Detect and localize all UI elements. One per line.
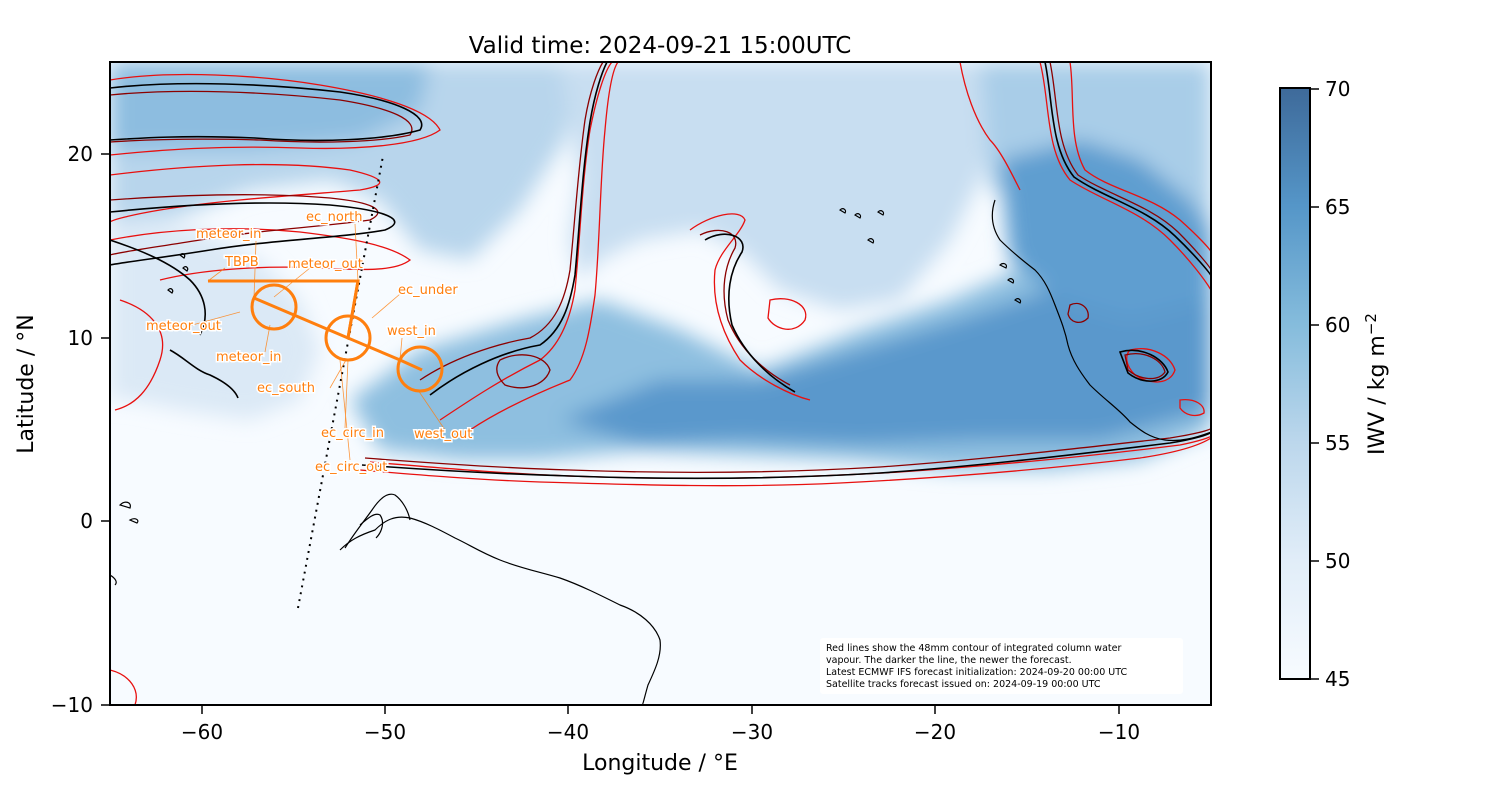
y-tick-label: 20 — [68, 142, 93, 166]
iwv-contours — [110, 62, 1211, 705]
flight-circle-meteor — [250, 283, 298, 331]
note-line: Red lines show the 48mm contour of integ… — [826, 643, 1121, 654]
flight-label: ec_circ_in — [321, 426, 384, 441]
map-title: Valid time: 2024-09-21 15:00UTC — [469, 33, 852, 59]
flight-label: west_out — [414, 427, 472, 442]
y-tick-label: 10 — [68, 326, 93, 350]
flight-labels: ec_north meteor_in TBPB meteor_out ec_un… — [145, 209, 474, 477]
flight-circle-west — [396, 345, 444, 393]
flight-label: west_in — [387, 324, 436, 339]
label-leaders — [184, 223, 446, 461]
flight-label: TBPB — [224, 255, 259, 270]
flight-label: ec_north — [306, 210, 363, 225]
x-tick-label: −10 — [1098, 720, 1140, 744]
colorbar-tick-label: 50 — [1325, 549, 1350, 573]
flight-track — [208, 279, 444, 393]
y-tick-label: −10 — [51, 693, 93, 717]
x-axis-label: Longitude / °E — [582, 751, 738, 776]
colorbar-label-superscript: −2 — [1362, 313, 1380, 335]
coastlines — [110, 199, 1211, 705]
x-tick-label: −40 — [547, 720, 589, 744]
x-tick-label: −30 — [731, 720, 773, 744]
colorbar-tick-label: 45 — [1325, 667, 1350, 691]
colorbar-gradient — [1279, 87, 1311, 680]
colorbar-tick-label: 55 — [1325, 431, 1350, 455]
map-frame — [109, 61, 1212, 706]
flight-label: meteor_in — [196, 227, 261, 242]
colorbar-tick-label: 70 — [1325, 77, 1350, 101]
flight-label: ec_south — [257, 381, 315, 396]
flight-label: ec_circ_out — [315, 460, 387, 475]
colorbar-label: IWV / kg m−2 — [1362, 313, 1390, 455]
colorbar-label-text: IWV / kg m — [1365, 335, 1390, 455]
flight-label: ec_under — [398, 283, 458, 298]
note-line: Satellite tracks forecast issued on: 202… — [826, 679, 1101, 690]
y-axis-label: Latitude / °N — [14, 314, 39, 453]
y-tick-labels: 20 10 0 −10 — [51, 142, 93, 717]
note-line: Latest ECMWF IFS forecast initialization… — [826, 667, 1127, 678]
flight-label: meteor_in — [216, 350, 281, 365]
x-tick-label: −20 — [914, 720, 956, 744]
x-tick-labels: −60 −50 −40 −30 −20 −10 — [181, 720, 1140, 744]
x-axis — [201, 705, 1120, 714]
y-axis — [101, 153, 110, 706]
colorbar-tick-label: 60 — [1325, 313, 1350, 337]
x-tick-label: −50 — [364, 720, 406, 744]
info-note: Red lines show the 48mm contour of integ… — [820, 638, 1183, 694]
y-tick-label: 0 — [80, 509, 93, 533]
colorbar: 70 65 60 55 50 45 IWV / kg m−2 — [1279, 77, 1390, 691]
note-line: vapour. The darker the line, the newer t… — [826, 655, 1072, 666]
x-tick-label: −60 — [181, 720, 223, 744]
flight-label: meteor_out — [288, 257, 363, 272]
colorbar-tick-label: 65 — [1325, 195, 1350, 219]
flight-label: meteor_out — [146, 319, 221, 334]
